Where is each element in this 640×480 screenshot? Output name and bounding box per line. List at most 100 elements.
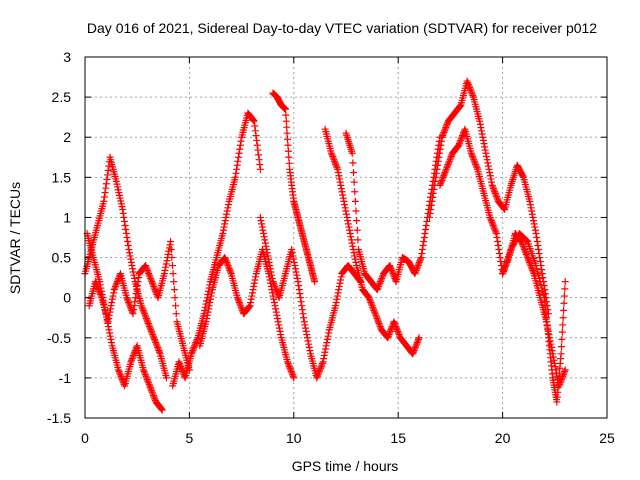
data-point-interp [376, 278, 384, 286]
data-point-interp [466, 83, 474, 91]
data-point-interp [96, 289, 104, 297]
data-point-interp [533, 238, 541, 246]
data-point [455, 141, 463, 149]
data-point-interp [458, 133, 466, 141]
data-point-interp [367, 298, 375, 306]
data-point-interp [123, 234, 131, 241]
data-point-interp [262, 242, 270, 250]
data-point-interp [395, 331, 403, 339]
data-point-interp [536, 278, 544, 286]
data-point-interp [491, 189, 499, 197]
data-point-interp [170, 278, 178, 286]
data-point-interp [333, 164, 341, 172]
data-point-interp [171, 294, 179, 302]
data-point-interp [111, 284, 119, 292]
data-point-interp [108, 298, 116, 306]
data-point [250, 117, 258, 125]
y-tick-label: 2.5 [52, 89, 72, 105]
data-point-interp [282, 111, 290, 119]
data-point-interp [178, 366, 186, 374]
data-point-interp [265, 258, 273, 266]
data-point [438, 133, 446, 141]
data-point-interp [347, 233, 355, 241]
data-point-interp [106, 329, 114, 337]
data-point-interp [412, 342, 420, 350]
data-point-interp [142, 313, 150, 321]
y-tick-label: -0.5 [47, 330, 71, 346]
data-point-interp [124, 242, 132, 250]
data-point-interp [143, 316, 151, 324]
data-point-interp [250, 282, 258, 290]
data-point-interp [333, 292, 341, 300]
data-point-interp [288, 369, 296, 377]
data-point-interp [322, 345, 330, 353]
data-point-interp [470, 156, 478, 164]
data-point-interp [455, 140, 463, 148]
data-point-interp [219, 226, 227, 234]
data-point [271, 302, 279, 310]
data-point [386, 262, 394, 270]
data-point-interp [266, 265, 274, 273]
data-point-interp [478, 130, 486, 138]
data-point-interp [371, 308, 379, 316]
data-point-interp [353, 217, 361, 225]
data-point-interp [315, 369, 323, 377]
data-point-interp [489, 185, 497, 193]
data-point-interp [513, 234, 521, 242]
data-point-interp [147, 276, 155, 284]
data-point-interp [494, 242, 502, 250]
data-point-interp [478, 127, 486, 135]
data-point-interp [236, 300, 244, 308]
data-point-interp [483, 152, 491, 160]
data-point-interp [438, 175, 446, 183]
data-point-interp [388, 268, 396, 276]
data-point-interp [442, 122, 450, 130]
data-point-interp [221, 217, 229, 225]
data-point-interp [138, 303, 146, 311]
data-point-interp [467, 87, 475, 95]
data-point-interp [102, 184, 110, 192]
data-point-interp [375, 319, 383, 327]
data-point-interp [293, 271, 301, 279]
data-point-interp [283, 129, 291, 137]
data-point [146, 382, 154, 390]
data-point-interp [128, 356, 136, 364]
data-point-interp [157, 404, 165, 412]
data-point-interp [151, 395, 159, 403]
data-point-interp [204, 290, 212, 298]
data-point-interp [129, 353, 137, 361]
data-point-interp [247, 295, 255, 303]
data-point-interp [124, 238, 132, 246]
data-point-interp [314, 371, 322, 379]
data-point-interp [417, 255, 425, 263]
data-point-interp [509, 241, 517, 249]
data-point-interp [189, 347, 197, 355]
data-point-interp [121, 221, 129, 229]
data-point-interp [488, 218, 496, 226]
data-point-interp [127, 258, 135, 266]
data-point-interp [411, 343, 419, 351]
data-point-interp [235, 298, 243, 306]
data-point-interp [350, 169, 358, 177]
data-point-interp [110, 289, 118, 297]
data-point-interp [438, 177, 446, 185]
data-point-interp [328, 151, 336, 159]
data-point [221, 254, 229, 262]
data-point-interp [330, 156, 338, 164]
data-point-interp [168, 262, 176, 270]
data-point-interp [522, 250, 530, 258]
data-point-interp [367, 300, 375, 308]
data-point-interp [297, 298, 305, 306]
data-point-interp [145, 271, 153, 279]
data-point [300, 318, 308, 326]
data-point-interp [535, 246, 543, 254]
data-point-interp [126, 252, 134, 260]
data-point [119, 205, 127, 213]
data-point-interp [441, 169, 449, 177]
data-point-interp [335, 286, 343, 294]
data-point-interp [116, 371, 124, 379]
data-point-interp [523, 237, 531, 245]
data-point-interp [151, 286, 159, 294]
data-point [269, 278, 277, 286]
data-point [488, 181, 496, 189]
